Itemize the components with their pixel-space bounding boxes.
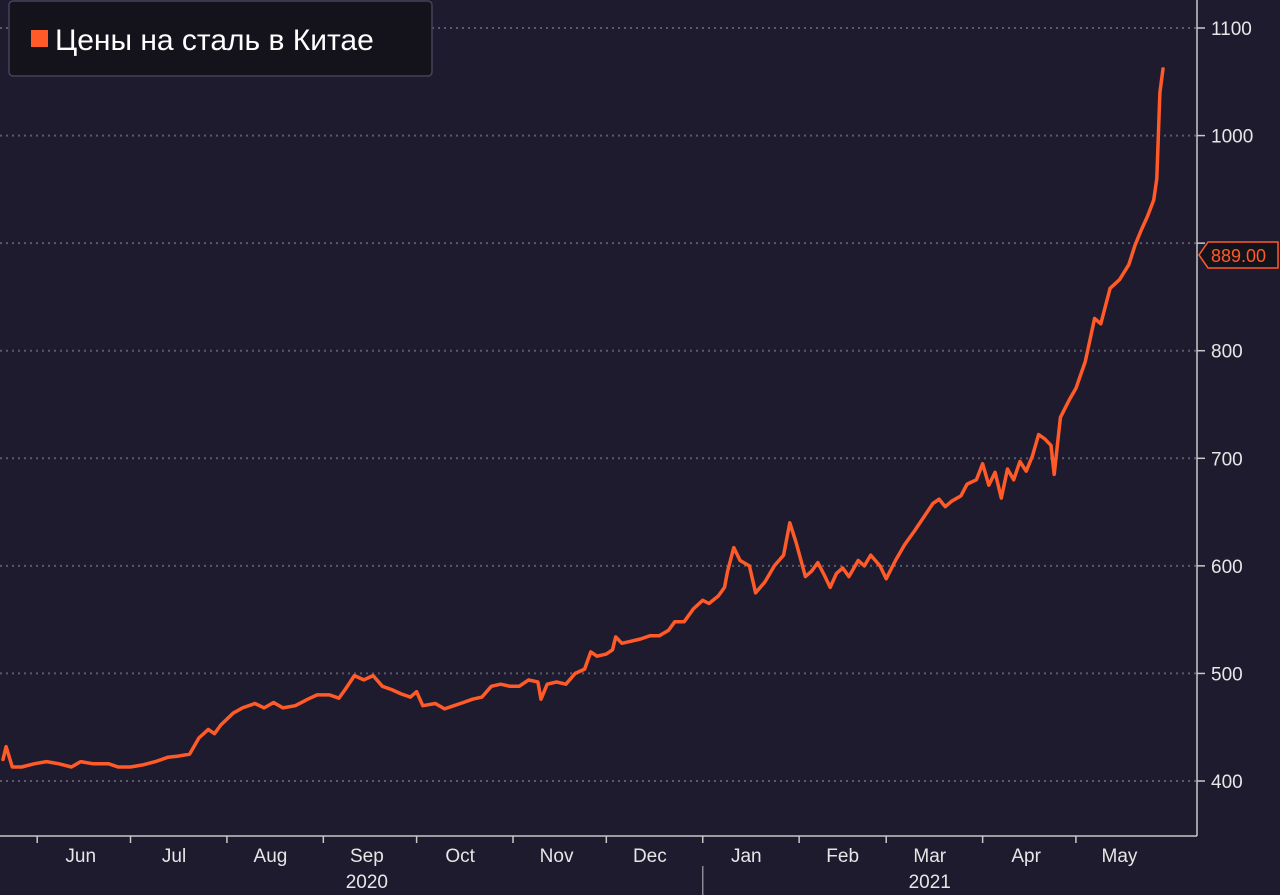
y-tick-label: 700 [1211,449,1243,470]
y-tick-label: 400 [1211,772,1243,793]
last-value-label: 889.00 [1211,246,1266,266]
grid-layer [0,27,1197,782]
y-tick-label: 1100 [1211,19,1252,40]
legend: Цены на сталь в Китае [8,0,433,77]
y-tick-label: 500 [1211,664,1243,685]
x-tick-label: Dec [633,846,667,867]
price-series-line [1,67,1165,769]
y-tick-label: 1000 [1211,127,1253,148]
x-tick-label: Jul [162,846,186,867]
x-tick-label: May [1102,846,1138,867]
x-tick-label: Jan [731,846,762,867]
label-layer: 400 500 600 700 800 1000 1100 Jun Jul Aug Sep Oct No… [65,19,1279,893]
legend-background [8,0,433,77]
x-tick-label: Nov [540,846,574,867]
year-label: 2020 [346,872,388,893]
last-value-callout: 889.00 [1198,241,1279,269]
axis-layer [0,0,1205,895]
x-tick-label: Jun [65,846,96,867]
x-tick-label: Apr [1011,846,1041,867]
year-label: 2021 [909,872,951,893]
last-value-box [1198,241,1279,269]
x-tick-label: Sep [350,846,384,867]
x-tick-label: Mar [913,846,946,867]
x-tick-label: Feb [826,846,859,867]
series-layer [1,67,1165,769]
x-tick-label: Aug [254,846,288,867]
y-tick-label: 800 [1211,342,1243,363]
y-tick-label: 600 [1211,557,1243,578]
x-tick-label: Oct [445,846,475,867]
legend-swatch [31,30,48,47]
legend-label: Цены на сталь в Китае [55,24,374,57]
